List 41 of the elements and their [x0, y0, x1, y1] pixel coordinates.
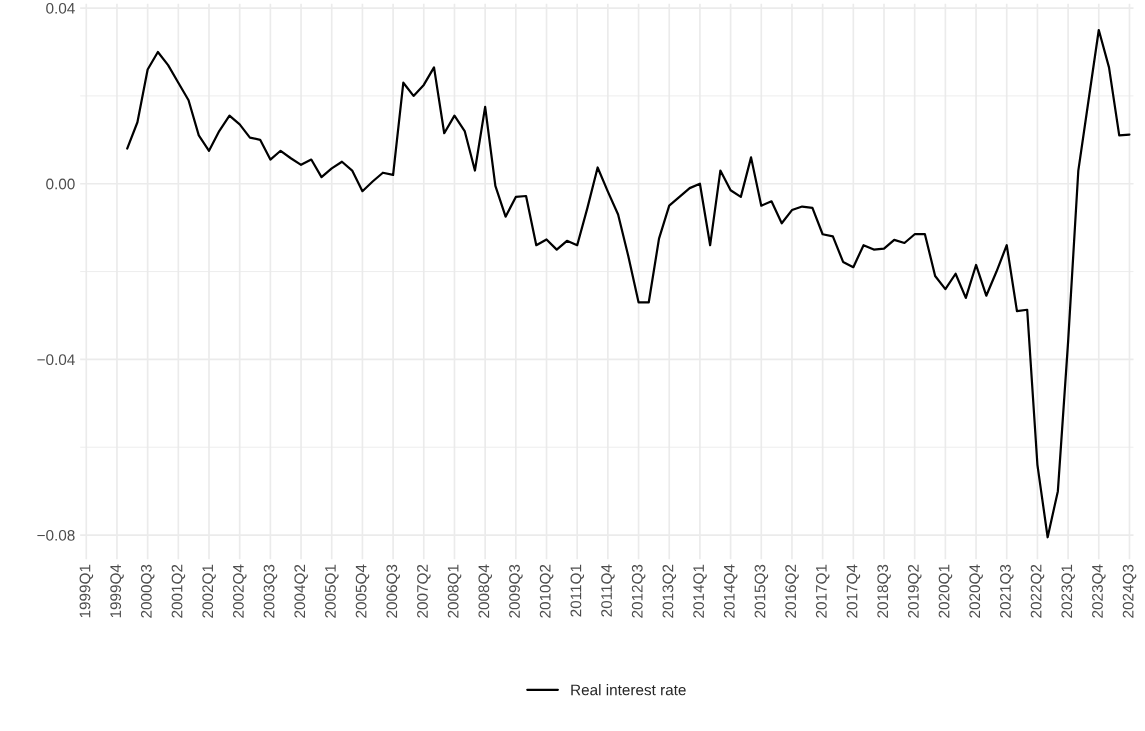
x-tick-label: 2018Q3	[877, 564, 891, 618]
x-tick-label: 2021Q3	[1000, 564, 1014, 618]
x-tick-label: 2019Q2	[907, 564, 922, 618]
x-tick-label: 2011Q1	[570, 564, 585, 617]
x-tick-label: 2000Q3	[140, 564, 155, 618]
legend-label: Real interest rate	[571, 684, 686, 696]
x-tick-label: 2023Q4	[1092, 564, 1106, 618]
x-tick-label: 2020Q4	[969, 564, 983, 618]
x-tick-label: 1999Q4	[110, 564, 124, 618]
x-tick-label: 2014Q1	[693, 564, 707, 618]
x-tick-label: 2005Q4	[355, 564, 370, 618]
y-tick-label: −0.08	[37, 529, 75, 541]
x-tick-label: 2006Q3	[386, 564, 400, 618]
x-tick-label: 2004Q2	[294, 564, 308, 618]
x-tick-label: 2020Q1	[938, 564, 953, 618]
y-tick-label: 0.04	[46, 2, 75, 14]
x-tick-label: 2012Q3	[631, 564, 646, 618]
x-tick-label: 1999Q1	[79, 564, 94, 618]
x-tick-label: 2015Q3	[754, 564, 769, 618]
x-tick-label: 2017Q4	[846, 564, 861, 618]
x-tick-label: 2023Q1	[1061, 564, 1075, 618]
x-tick-label: 2009Q3	[509, 564, 523, 618]
x-tick-label: 2008Q4	[478, 564, 492, 618]
x-tick-label: 2003Q3	[263, 564, 278, 618]
y-tick-label: 0.00	[46, 178, 75, 190]
x-tick-label: 2010Q2	[539, 564, 554, 618]
x-tick-label: 2002Q1	[202, 564, 216, 618]
x-tick-label: 2016Q2	[785, 564, 799, 618]
x-tick-label: 2008Q1	[447, 564, 462, 618]
x-tick-label: 2024Q3	[1122, 564, 1137, 618]
x-tick-label: 2013Q2	[662, 564, 677, 618]
x-tick-label: 2007Q2	[417, 564, 431, 618]
x-tick-label: 2022Q2	[1030, 564, 1045, 618]
x-tick-label: 2014Q4	[723, 564, 738, 618]
y-tick-label: −0.04	[37, 354, 75, 366]
x-tick-label: 2011Q4	[601, 564, 615, 617]
x-tick-label: 2017Q1	[815, 564, 830, 618]
x-tick-label: 2005Q1	[325, 564, 339, 618]
x-tick-label: 2002Q4	[232, 564, 247, 618]
line-series	[126, 28, 1131, 539]
x-tick-label: 2001Q2	[171, 564, 186, 618]
